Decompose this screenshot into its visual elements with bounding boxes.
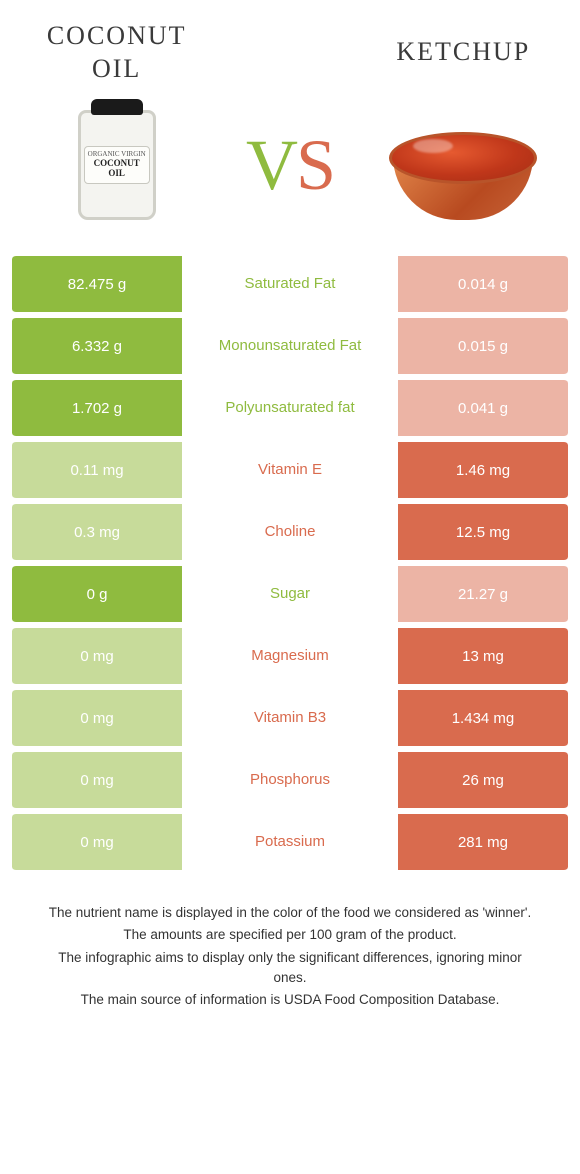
right-food-image xyxy=(377,95,550,235)
right-value: 12.5 mg xyxy=(398,503,568,561)
right-food-title: KETCHUP xyxy=(377,36,550,69)
table-row: 0 mgPotassium281 mg xyxy=(12,813,568,871)
comparison-table: 82.475 gSaturated Fat0.014 g6.332 gMonou… xyxy=(0,255,580,871)
table-row: 0 gSugar21.27 g xyxy=(12,565,568,623)
infographic: COCONUTOIL KETCHUP ORGANIC VIRGIN COCONU… xyxy=(0,0,580,1010)
footer-line: The nutrient name is displayed in the co… xyxy=(40,903,540,923)
right-value: 0.041 g xyxy=(398,379,568,437)
left-value: 82.475 g xyxy=(12,255,182,313)
left-food-image: ORGANIC VIRGIN COCONUT OIL xyxy=(30,95,203,235)
left-value: 0 mg xyxy=(12,689,182,747)
nutrient-label: Saturated Fat xyxy=(182,255,398,313)
coconut-oil-jar-icon: ORGANIC VIRGIN COCONUT OIL xyxy=(78,110,156,220)
left-value: 0 mg xyxy=(12,751,182,809)
vs-label: VS xyxy=(203,95,376,235)
nutrient-label: Vitamin B3 xyxy=(182,689,398,747)
left-value: 6.332 g xyxy=(12,317,182,375)
right-value: 13 mg xyxy=(398,627,568,685)
ketchup-bowl-icon xyxy=(393,156,533,220)
nutrient-label: Vitamin E xyxy=(182,441,398,499)
left-food-title: COCONUTOIL xyxy=(30,20,203,85)
right-value: 21.27 g xyxy=(398,565,568,623)
nutrient-label: Polyunsaturated fat xyxy=(182,379,398,437)
right-value: 26 mg xyxy=(398,751,568,809)
table-row: 0.3 mgCholine12.5 mg xyxy=(12,503,568,561)
vs-v: V xyxy=(246,125,296,205)
table-row: 0 mgMagnesium13 mg xyxy=(12,627,568,685)
left-value: 0 mg xyxy=(12,813,182,871)
right-value: 281 mg xyxy=(398,813,568,871)
footer-line: The amounts are specified per 100 gram o… xyxy=(40,925,540,945)
footer-line: The infographic aims to display only the… xyxy=(40,948,540,989)
header-titles: COCONUTOIL KETCHUP xyxy=(0,0,580,85)
table-row: 1.702 gPolyunsaturated fat0.041 g xyxy=(12,379,568,437)
footer-notes: The nutrient name is displayed in the co… xyxy=(0,875,580,1010)
left-value: 0 g xyxy=(12,565,182,623)
right-value: 0.015 g xyxy=(398,317,568,375)
right-value: 1.46 mg xyxy=(398,441,568,499)
right-value: 0.014 g xyxy=(398,255,568,313)
vs-s: S xyxy=(296,125,334,205)
nutrient-label: Magnesium xyxy=(182,627,398,685)
table-row: 0.11 mgVitamin E1.46 mg xyxy=(12,441,568,499)
table-row: 6.332 gMonounsaturated Fat0.015 g xyxy=(12,317,568,375)
nutrient-label: Monounsaturated Fat xyxy=(182,317,398,375)
footer-line: The main source of information is USDA F… xyxy=(40,990,540,1010)
table-row: 82.475 gSaturated Fat0.014 g xyxy=(12,255,568,313)
left-value: 0.3 mg xyxy=(12,503,182,561)
table-row: 0 mgVitamin B31.434 mg xyxy=(12,689,568,747)
nutrient-label: Phosphorus xyxy=(182,751,398,809)
left-value: 0 mg xyxy=(12,627,182,685)
nutrient-label: Choline xyxy=(182,503,398,561)
left-value: 0.11 mg xyxy=(12,441,182,499)
nutrient-label: Sugar xyxy=(182,565,398,623)
nutrient-label: Potassium xyxy=(182,813,398,871)
left-value: 1.702 g xyxy=(12,379,182,437)
table-row: 0 mgPhosphorus26 mg xyxy=(12,751,568,809)
header-images: ORGANIC VIRGIN COCONUT OIL VS xyxy=(0,85,580,255)
right-value: 1.434 mg xyxy=(398,689,568,747)
